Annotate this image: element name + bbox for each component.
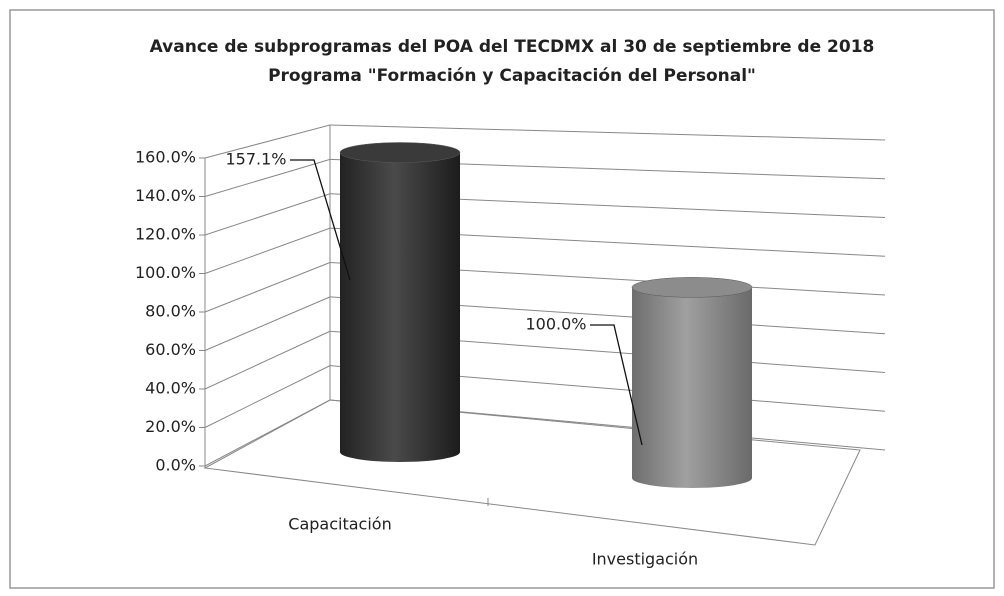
grid-line	[204, 158, 331, 197]
leader-line	[590, 324, 643, 446]
grid-line	[204, 399, 331, 467]
x-tick-label: Capacitación	[288, 515, 391, 534]
leader-line	[290, 159, 351, 281]
grid-line	[204, 330, 331, 390]
y-tick-label: 40.0%	[145, 379, 196, 398]
grid-line	[204, 193, 331, 236]
y-tick-label: 100.0%	[135, 263, 196, 282]
y-tick-label: 0.0%	[155, 456, 196, 475]
chart-subtitle: Programa "Formación y Capacitación del P…	[268, 66, 756, 86]
bar	[340, 152, 461, 462]
y-tick-label: 140.0%	[135, 186, 196, 205]
y-tick-label: 160.0%	[135, 148, 196, 167]
x-tick-label: Investigación	[592, 550, 698, 569]
bar	[632, 287, 752, 488]
grid-line	[329, 124, 886, 141]
y-tick-label: 80.0%	[145, 302, 196, 321]
bar-top	[631, 277, 753, 298]
y-tick-label: 20.0%	[145, 417, 196, 436]
grid-line	[204, 296, 331, 351]
y-tick-label: 60.0%	[145, 340, 196, 359]
chart-frame	[9, 9, 995, 589]
chart-title: Avance de subprogramas del POA del TECDM…	[150, 37, 875, 57]
grid-line	[204, 227, 331, 274]
bar-top	[339, 142, 461, 163]
grid-line	[204, 365, 331, 428]
data-label: 100.0%	[525, 315, 586, 334]
y-tick-label: 120.0%	[135, 225, 196, 244]
floor	[203, 399, 861, 546]
grid-line	[204, 124, 331, 159]
data-label: 157.1%	[225, 150, 286, 169]
grid-line	[204, 262, 331, 313]
